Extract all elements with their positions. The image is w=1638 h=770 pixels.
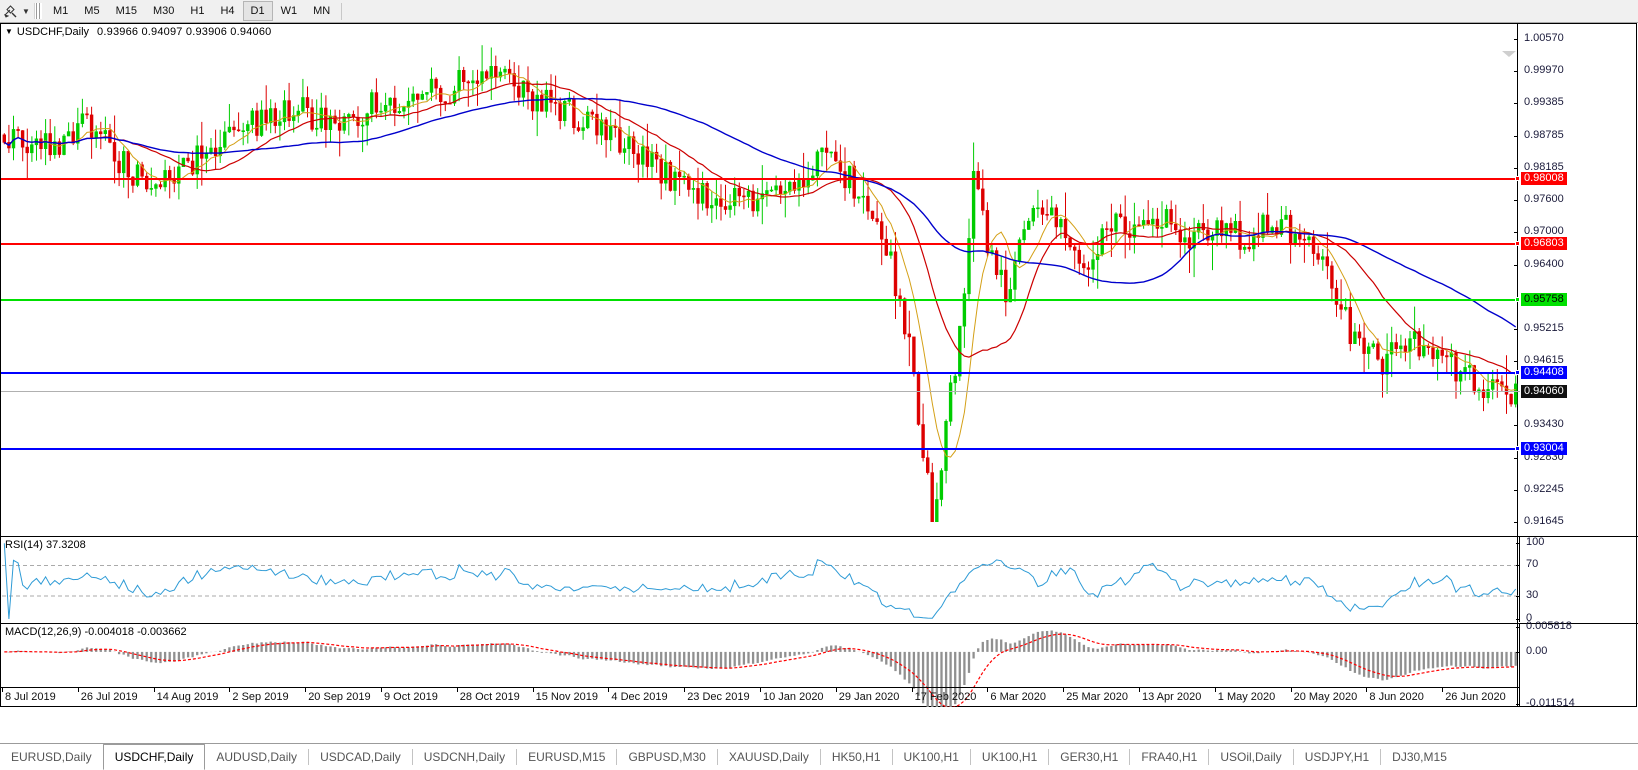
chart-tab-audusd-daily[interactable]: AUDUSD,Daily xyxy=(216,750,298,764)
chart-symbol-label: USDCHF,Daily xyxy=(16,25,90,38)
timeframe-toolbar: ▼ M1 M5 M15 M30 H1 H4 D1 W1 MN xyxy=(0,0,1638,23)
timeframe-mn[interactable]: MN xyxy=(313,5,331,17)
price-level-label-0.93004[interactable]: 0.93004 xyxy=(1521,442,1567,456)
level-handle-0.96803[interactable] xyxy=(1515,240,1520,246)
tab-separator xyxy=(1129,749,1131,765)
tab-separator xyxy=(616,749,618,765)
level-handle-0.94408[interactable] xyxy=(1515,370,1520,376)
chart-ohlc-values: 0.93966 0.94097 0.93906 0.94060 xyxy=(97,25,272,38)
chevron-down-icon[interactable]: ▼ xyxy=(22,6,30,16)
timeframe-m30[interactable]: M30 xyxy=(152,5,175,17)
chart-header: ▼ USDCHF,Daily 0.93966 0.94097 0.93906 0… xyxy=(1,24,1636,39)
level-handle-0.93004[interactable] xyxy=(1515,446,1520,452)
timeframe-h4[interactable]: H4 xyxy=(220,5,235,17)
rsi-axis-line xyxy=(1519,537,1520,622)
price-level-label-0.96803[interactable]: 0.96803 xyxy=(1521,236,1567,250)
chart-scroll-handle[interactable] xyxy=(1502,48,1516,57)
chart-tab-ger30-h1[interactable]: GER30,H1 xyxy=(1060,750,1119,764)
tab-separator xyxy=(1380,749,1382,765)
chart-tab-usoil-daily[interactable]: USOil,Daily xyxy=(1220,750,1282,764)
tab-separator xyxy=(308,749,310,765)
horizontal-level-0.94060[interactable] xyxy=(1,391,1520,393)
chart-tab-xauusd-daily[interactable]: XAUUSD,Daily xyxy=(728,750,809,764)
chart-frame: ▼ USDCHF,Daily 0.93966 0.94097 0.93906 0… xyxy=(0,23,1638,709)
tab-separator xyxy=(411,749,413,765)
tab-separator xyxy=(1292,749,1294,765)
macd-scale: 0.005818 0.00 -0.011514 xyxy=(1516,620,1638,709)
macd-axis-line xyxy=(1519,624,1520,707)
price-level-lines xyxy=(1,24,1520,522)
rsi-scale: 100 70 30 0 xyxy=(1516,536,1638,624)
timeframe-m5[interactable]: M5 xyxy=(84,5,100,17)
price-axis-line xyxy=(1517,24,1518,706)
chart-tab-usdcnh-daily[interactable]: USDCNH,Daily xyxy=(423,750,506,764)
level-handle-0.95758[interactable] xyxy=(1515,297,1520,303)
horizontal-level-0.96803[interactable] xyxy=(1,242,1520,245)
tab-separator xyxy=(1208,749,1210,765)
horizontal-level-0.98008[interactable] xyxy=(1,177,1520,180)
timeframe-m15[interactable]: M15 xyxy=(115,5,137,17)
macd-title: MACD(12,26,9) -0.004018 -0.003662 xyxy=(5,626,187,638)
tab-separator xyxy=(969,749,971,765)
chart-tab-fra40-h1[interactable]: FRA40,H1 xyxy=(1141,750,1198,764)
rsi-title: RSI(14) 37.3208 xyxy=(5,539,86,551)
toolbar-grip[interactable] xyxy=(34,3,42,19)
chart-tab-dj30-m15[interactable]: DJ30,M15 xyxy=(1392,750,1447,764)
macd-plot-area xyxy=(2,624,1520,707)
chart-tab-bar: EURUSD,Daily USDCHF,Daily AUDUSD,Daily USDC… xyxy=(0,743,1638,770)
horizontal-level-0.95758[interactable] xyxy=(1,299,1520,302)
date-axis[interactable]: 8 Jul 2019 26 Jul 2019 14 Aug 2019 2 Sep 20… xyxy=(1,687,1520,706)
rsi-indicator-panel: RSI(14) 37.3208 100 70 30 0 xyxy=(1,536,1638,624)
chart-tab-usdcad-daily[interactable]: USDCAD,Daily xyxy=(320,750,401,764)
level-handle-0.98008[interactable] xyxy=(1515,175,1520,181)
chart-tab-gbpusd-m30[interactable]: GBPUSD,M30 xyxy=(628,750,706,764)
timeframe-d1[interactable]: D1 xyxy=(242,1,273,21)
chart-tab-hk50-h1[interactable]: HK50,H1 xyxy=(831,750,881,764)
price-level-label-0.94060[interactable]: 0.94060 xyxy=(1521,385,1567,399)
timeframe-m1[interactable]: M1 xyxy=(53,5,69,17)
price-level-label-0.95758[interactable]: 0.95758 xyxy=(1521,293,1567,307)
tab-separator xyxy=(516,749,518,765)
horizontal-level-0.94408[interactable] xyxy=(1,372,1520,375)
tab-separator xyxy=(716,749,718,765)
price-level-label-0.98008[interactable]: 0.98008 xyxy=(1521,171,1567,185)
chart-tab-usdchf-daily[interactable]: USDCHF,Daily xyxy=(102,743,206,770)
timeframe-w1[interactable]: W1 xyxy=(280,5,298,17)
triangle-down-icon[interactable]: ▼ xyxy=(5,27,13,36)
macd-indicator-panel: MACD(12,26,9) -0.004018 -0.003662 0.0058… xyxy=(1,620,1638,709)
chart-tab-eurusd-m15[interactable]: EURUSD,M15 xyxy=(528,750,606,764)
price-scale[interactable]: 1.00570 0.99970 0.99385 0.98785 0.98185 0.976… xyxy=(1514,24,1636,706)
toolbar-separator xyxy=(341,2,343,20)
tab-separator xyxy=(891,749,893,765)
tab-separator xyxy=(1048,749,1050,765)
chart-tab-uk100-h1[interactable]: UK100,H1 xyxy=(903,750,959,764)
timeframe-h1[interactable]: H1 xyxy=(190,5,205,17)
crosshair-cursor-icon[interactable] xyxy=(0,1,20,21)
rsi-plot-area xyxy=(2,537,1520,622)
horizontal-level-0.93004[interactable] xyxy=(1,448,1520,451)
chart-tab-eurusd-daily[interactable]: EURUSD,Daily xyxy=(11,750,92,764)
price-level-label-0.94408[interactable]: 0.94408 xyxy=(1521,366,1567,380)
tab-separator xyxy=(819,749,821,765)
chart-tab-uk100-h1[interactable]: UK100,H1 xyxy=(981,750,1038,764)
chart-tab-usdjpy-h1[interactable]: USDJPY,H1 xyxy=(1304,750,1370,764)
